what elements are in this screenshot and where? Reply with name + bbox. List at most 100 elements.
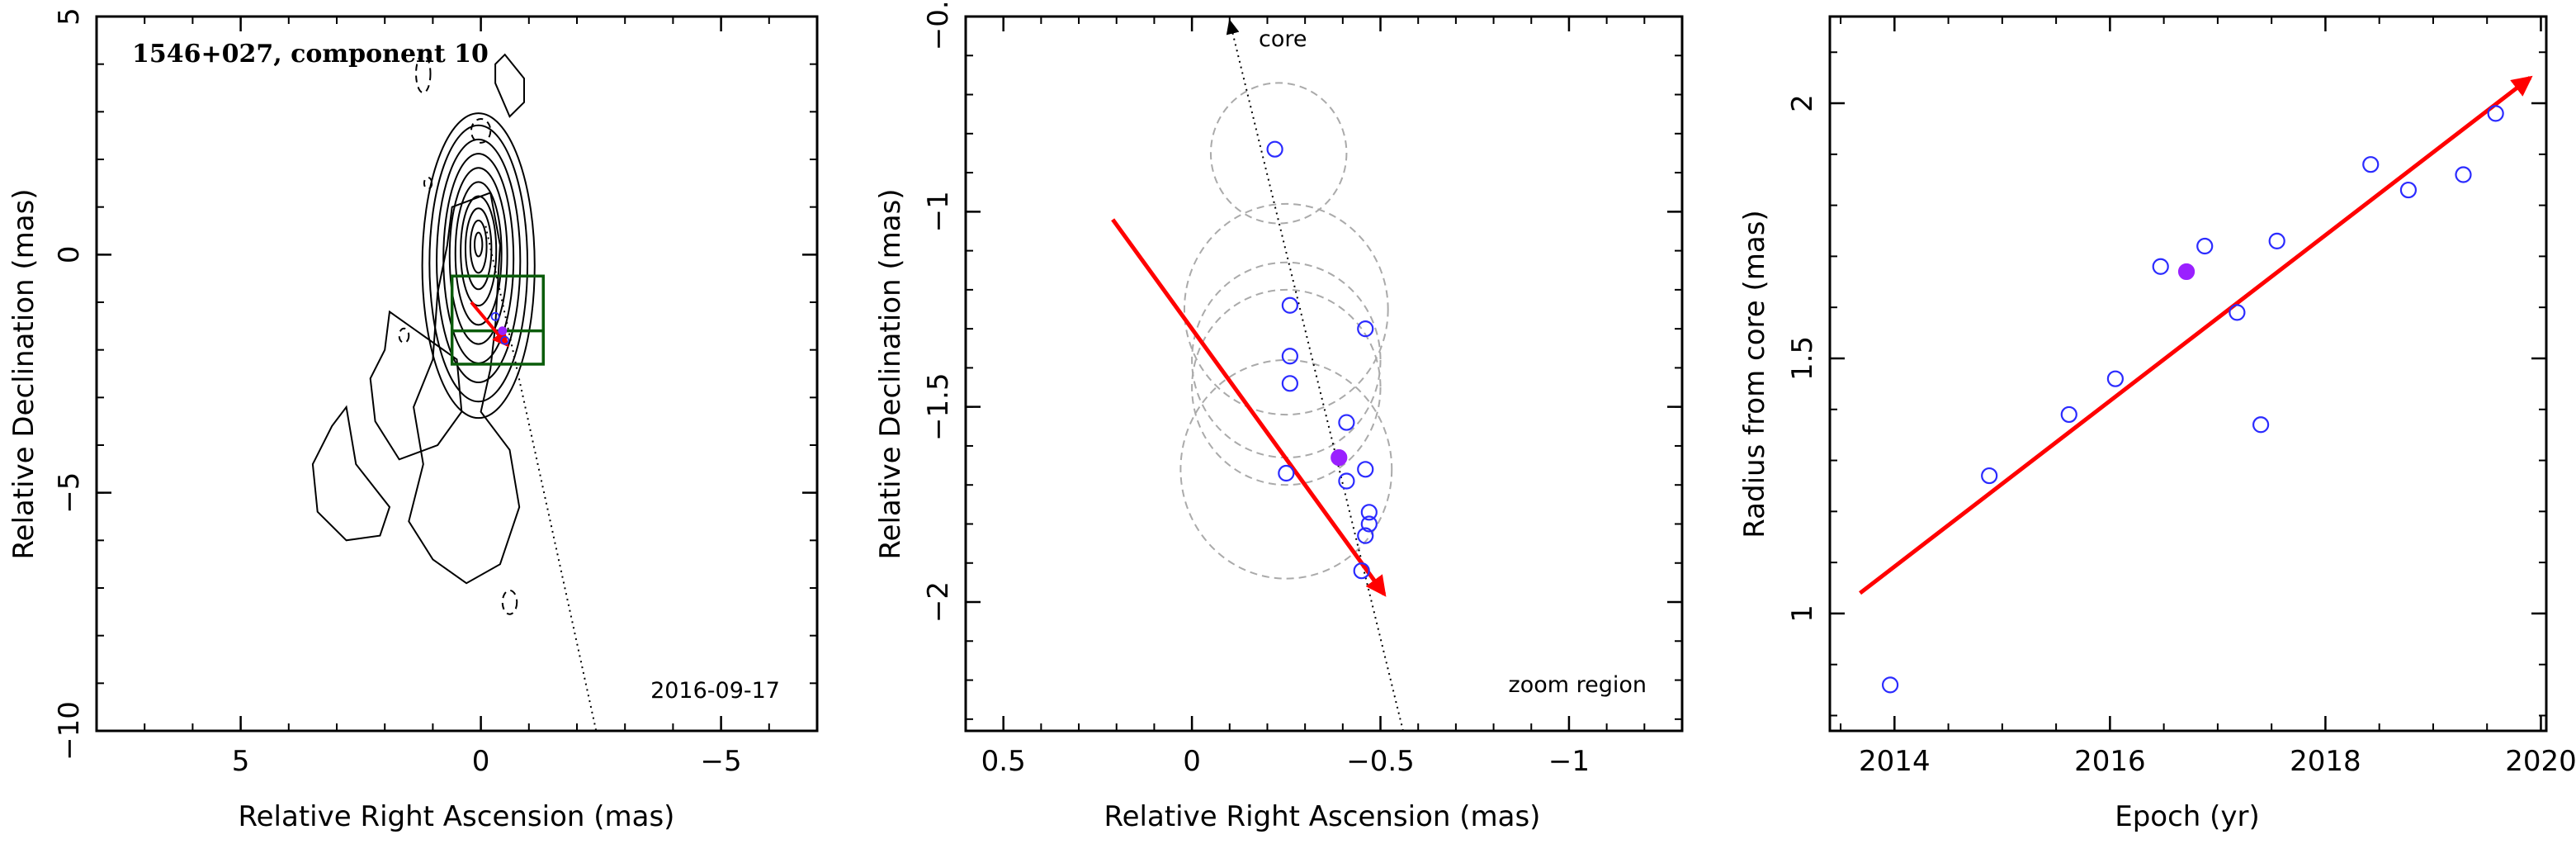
error-circle [1179, 358, 1393, 580]
data-point [1357, 527, 1374, 544]
plot-frame [964, 15, 1684, 733]
data-point [2487, 105, 2504, 122]
data-point [1981, 467, 1998, 485]
y-tick-label: 2 [1786, 94, 1819, 112]
x-tick-label: 2016 [2074, 745, 2146, 778]
y-tick-label: −10 [53, 701, 86, 761]
component-marker [500, 335, 510, 345]
contour-line [454, 181, 503, 326]
error-circle [1209, 82, 1348, 225]
tick-layer: 2014 2016 2018 2020 1 1.5 2 [1786, 17, 2576, 778]
data-point [2252, 416, 2270, 434]
y-axis-label: Relative Declination (mas) [7, 188, 40, 559]
x-tick-label: 5 [232, 745, 250, 778]
core-label: core [1259, 26, 1307, 52]
negative-contour [398, 327, 410, 344]
overlay-layer [450, 225, 598, 732]
data-point [1881, 676, 1899, 694]
y-tick-label: −5 [53, 472, 86, 514]
y-tick-label: 1.5 [1786, 336, 1819, 381]
contour-line [428, 124, 529, 403]
contour-line [421, 112, 536, 420]
data-point [1338, 414, 1355, 431]
contour-line [369, 310, 463, 461]
data-point [1278, 464, 1295, 482]
zoom-box [450, 274, 546, 366]
x-tick-label: 0 [1183, 745, 1201, 778]
contour-line [474, 231, 484, 258]
data-point [1338, 472, 1355, 490]
x-tick-label: 2020 [2505, 745, 2576, 778]
panel-radius-vs-epoch: 2014 2016 2018 2020 1 1.5 2 Epoch (yr) Radius … [1738, 15, 2576, 833]
plot-frame [1828, 15, 2548, 733]
contour-line [494, 53, 525, 118]
data-point [2152, 258, 2169, 275]
x-axis-label: Relative Right Ascension (mas) [239, 800, 675, 833]
data-point [2106, 370, 2124, 387]
negative-contour [470, 117, 492, 144]
current-point [2177, 263, 2196, 281]
x-tick-label: 0 [472, 745, 490, 778]
contour-line [436, 138, 522, 384]
x-axis-label: Relative Right Ascension (mas) [1104, 800, 1541, 833]
data-point [1281, 296, 1298, 314]
negative-contour [415, 54, 432, 94]
y-axis-label: Relative Declination (mas) [874, 188, 907, 559]
data-point [2060, 405, 2077, 424]
data-point [1357, 461, 1374, 478]
y-tick-label: 0 [53, 246, 86, 264]
tick-layer: 5 0 −5 5 0 −5 −10 [53, 7, 818, 778]
x-tick-label: −0.5 [1346, 745, 1415, 778]
contour-layer [311, 53, 536, 615]
data-point [2196, 237, 2214, 255]
contour-line [460, 195, 498, 307]
x-tick-label: 2018 [2290, 745, 2361, 778]
contour-line [469, 219, 488, 274]
tick-layer: 0.5 0 −0.5 −1 −0.5 −1 −1.5 −2 [922, 0, 1683, 778]
y-tick-label: 5 [53, 7, 86, 26]
x-axis-label: Epoch (yr) [2115, 800, 2260, 833]
x-tick-label: 2014 [1859, 745, 1931, 778]
data-point [1281, 375, 1298, 392]
y-axis-label: Radius from core (mas) [1738, 210, 1771, 538]
x-tick-label: 0.5 [981, 745, 1026, 778]
panel-zoom-region: 0.5 0 −0.5 −1−0.5−1−1.5−2 core zoom region … [874, 0, 1684, 833]
current-point [1331, 449, 1348, 467]
zoom-region-label: zoom region [1509, 672, 1647, 698]
ridge-line-to-core [1226, 19, 1404, 732]
contour-line [448, 167, 508, 345]
x-tick-label: −5 [701, 745, 742, 778]
fit-arrow [1859, 75, 2533, 595]
ridge-line [484, 225, 598, 732]
y-tick-label: −0.5 [922, 0, 955, 50]
data-point [1266, 140, 1283, 158]
data-point [1357, 320, 1374, 338]
data-point [2229, 304, 2246, 321]
data-point [2362, 156, 2380, 173]
x-tick-label: −1 [1548, 745, 1590, 778]
plot-frame [95, 15, 819, 733]
data-point [2399, 181, 2418, 199]
component-marker [490, 311, 500, 321]
negative-contour [423, 176, 433, 190]
contour-line [408, 192, 521, 585]
data-point [1360, 515, 1378, 533]
data-point [1360, 504, 1378, 521]
scatter-layer [1859, 75, 2533, 694]
component-marker [498, 326, 508, 336]
error-circle [1183, 202, 1389, 416]
data-point [1353, 562, 1370, 580]
map-title: 1546+027, component 10 [132, 40, 489, 69]
epoch-date: 2016-09-17 [650, 678, 780, 704]
data-point [1281, 348, 1298, 365]
jet-arrow [1111, 218, 1387, 597]
negative-contour [501, 589, 518, 615]
data-point [2455, 166, 2472, 183]
panel-contour-map: 5 0 −5 5 0 −5 −10 1546+027, component 10 2016-… [7, 7, 819, 833]
contour-line [311, 405, 391, 542]
y-tick-label: −1 [922, 191, 955, 232]
y-tick-label: 1 [1786, 605, 1819, 623]
y-tick-label: −1.5 [922, 372, 955, 441]
